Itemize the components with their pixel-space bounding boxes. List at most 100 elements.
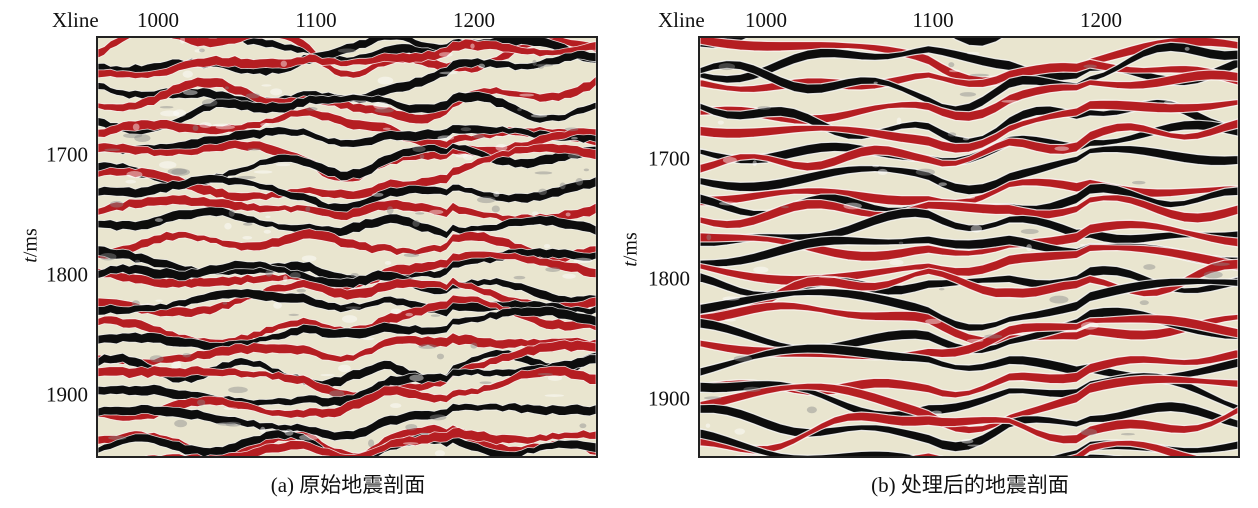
noise-speckle <box>537 372 554 376</box>
seismic-reflector-band <box>98 206 596 240</box>
noise-speckle <box>1001 100 1020 103</box>
noise-speckle <box>228 210 235 217</box>
seismic-section-image <box>698 36 1240 458</box>
noise-speckle <box>455 153 468 158</box>
noise-speckle <box>1143 264 1156 270</box>
seismic-reflector-band <box>98 228 596 263</box>
noise-speckle <box>717 120 724 125</box>
seismic-reflector-band <box>98 124 596 156</box>
noise-speckle <box>390 403 402 409</box>
yaxis-title: t/ms <box>620 232 643 266</box>
noise-speckle <box>212 123 232 127</box>
noise-speckle <box>289 272 301 279</box>
noise-speckle <box>183 90 198 96</box>
seismic-reflector-band <box>98 174 596 215</box>
noise-speckle <box>260 122 270 127</box>
noise-speckle <box>947 132 957 137</box>
noise-speckle <box>288 313 299 316</box>
seismic-reflector-band <box>98 38 596 80</box>
ytick-label: 1900 <box>648 386 690 411</box>
noise-speckle <box>722 296 740 301</box>
noise-speckle <box>517 108 522 112</box>
seismic-reflector-band <box>98 332 596 366</box>
seismic-reflector-band <box>700 343 1238 382</box>
noise-speckle <box>402 442 419 445</box>
seismic-reflector-band <box>98 402 596 442</box>
noise-speckle <box>530 114 548 118</box>
noise-speckle <box>217 422 237 426</box>
seismic-reflector-band <box>144 427 596 456</box>
noise-speckle <box>734 428 745 435</box>
noise-speckle <box>478 63 485 69</box>
noise-speckle <box>961 438 974 444</box>
noise-speckle <box>705 423 711 428</box>
noise-speckle <box>571 136 578 140</box>
seismic-reflector-band <box>700 118 1238 174</box>
noise-speckle <box>545 267 561 272</box>
noise-speckle <box>718 63 736 71</box>
noise-speckle <box>201 99 218 107</box>
ytick-label: 1800 <box>46 262 88 287</box>
panel-original-section: Xline 1000 1100 1200 t/ms 1700 1800 1900… <box>0 0 620 508</box>
noise-speckle <box>284 429 294 436</box>
noise-speckle <box>547 374 563 381</box>
noise-speckle <box>338 364 351 373</box>
noise-speckle <box>225 421 241 427</box>
noise-speckle <box>131 300 140 307</box>
noise-speckle <box>160 110 180 117</box>
noise-speckle <box>1184 46 1190 51</box>
noise-speckle <box>236 175 256 180</box>
noise-speckle <box>818 275 839 279</box>
noise-speckle <box>182 353 191 358</box>
noise-speckle <box>350 272 359 278</box>
noise-speckle <box>222 301 228 305</box>
noise-speckle <box>967 444 982 447</box>
seismic-reflector-band <box>98 288 596 318</box>
noise-speckle <box>439 71 458 75</box>
noise-speckle <box>969 73 990 77</box>
seismic-reflector-band <box>700 428 1238 456</box>
noise-speckle <box>843 202 862 210</box>
seismic-reflector-band <box>98 305 596 351</box>
noise-speckle <box>329 390 345 398</box>
noise-speckle <box>562 273 576 279</box>
yaxis-variable: t <box>19 257 42 263</box>
noise-speckle <box>412 146 426 153</box>
yaxis-variable: t <box>619 261 642 267</box>
noise-speckle <box>873 81 878 85</box>
noise-speckle <box>197 399 206 406</box>
noise-speckle <box>1080 321 1099 330</box>
noise-speckle <box>984 334 1003 339</box>
noise-speckle <box>948 62 955 68</box>
noise-speckle <box>320 373 335 377</box>
seismic-reflector-band <box>98 90 596 135</box>
noise-speckle <box>757 106 771 110</box>
noise-speckle <box>543 244 551 249</box>
seismic-reflector-band <box>98 429 596 456</box>
noise-speckle <box>436 353 445 360</box>
panel-caption: (b) 处理后的地震剖面 <box>871 473 1069 497</box>
noise-speckle <box>182 70 193 78</box>
noise-speckle <box>265 215 271 219</box>
noise-speckle <box>429 414 447 421</box>
noise-speckle <box>412 219 420 227</box>
seismic-reflector-band <box>98 339 596 403</box>
noise-speckle <box>283 275 288 282</box>
noise-speckle <box>583 168 590 172</box>
noise-speckle <box>215 124 235 130</box>
noise-speckle <box>966 51 980 55</box>
noise-speckle <box>437 135 455 141</box>
noise-speckle <box>573 257 593 264</box>
noise-speckle <box>125 179 137 184</box>
noise-speckle <box>1211 262 1230 266</box>
noise-speckle <box>374 108 394 113</box>
noise-speckle <box>962 137 970 141</box>
noise-speckle <box>173 109 187 117</box>
panel-caption: (a) 原始地震剖面 <box>270 473 426 497</box>
noise-speckle <box>273 301 282 309</box>
seismic-reflector-band <box>700 98 1238 154</box>
noise-speckle <box>126 171 143 178</box>
noise-speckle <box>429 209 444 215</box>
yaxis-unit: /ms <box>19 228 42 258</box>
noise-speckle <box>495 143 508 152</box>
